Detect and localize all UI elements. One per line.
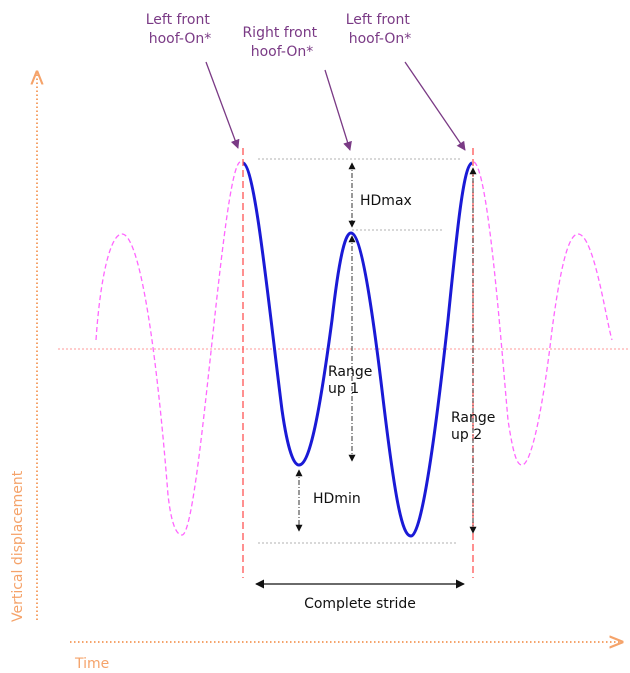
- arrow-left-hoof-2: [404, 61, 466, 151]
- range-up-1-label: Range up 1: [328, 364, 377, 397]
- stride-label: Complete stride: [304, 596, 416, 612]
- range-up-2-label: Range up 2: [451, 410, 500, 443]
- hoof-label-right: Right front hoof-On*: [242, 25, 321, 60]
- stride-wave-curve: [242, 161, 473, 538]
- hdmin-label: HDmin: [313, 491, 361, 507]
- arrow-right-hoof: [324, 69, 352, 151]
- hoof-label-left-1: Left front hoof-On*: [146, 12, 215, 47]
- y-axis-label: Vertical displacement: [10, 470, 26, 622]
- extended-wave-curve: [95, 161, 613, 536]
- hdmax-label: HDmax: [360, 193, 412, 209]
- arrow-left-hoof-1: [205, 61, 240, 149]
- hoof-label-left-2: Left front hoof-On*: [346, 12, 415, 47]
- x-axis-label: Time: [74, 656, 109, 672]
